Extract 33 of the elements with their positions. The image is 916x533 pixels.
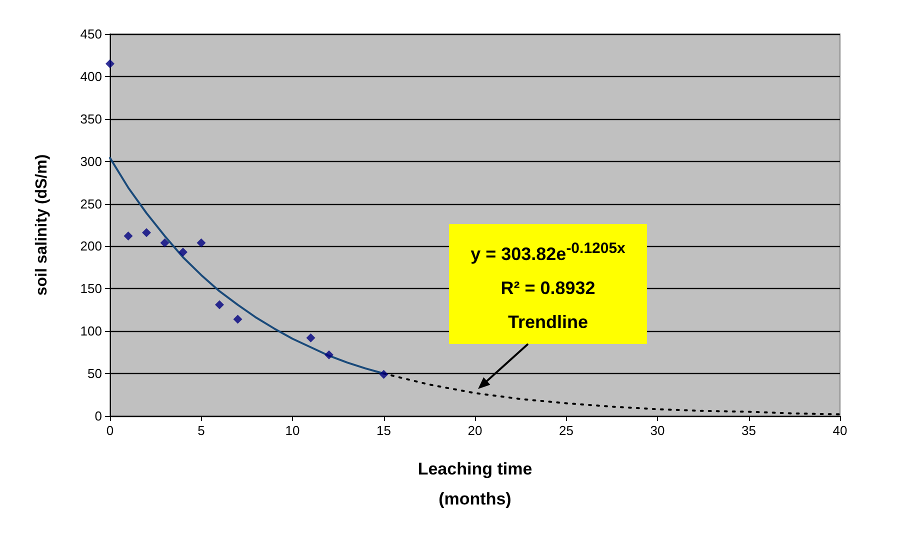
y-tick-label: 50: [88, 366, 102, 382]
x-axis-title: Leaching time (months): [418, 460, 532, 508]
y-tick-label: 350: [80, 111, 102, 126]
x-tick-label: 0: [106, 423, 114, 438]
x-tick-label: 30: [650, 423, 665, 438]
point: [124, 232, 133, 241]
y-tick-label: 100: [80, 324, 102, 339]
x-tick-label: 35: [742, 423, 756, 438]
y-tick-label: 450: [80, 26, 102, 42]
point: [233, 314, 242, 324]
y-tick-label: 200: [80, 238, 102, 254]
point: [196, 238, 206, 248]
point: [215, 300, 224, 310]
text: y = 303.82e$^{-0.1205x}$ R² = 0.8932 Trendline: [470, 240, 626, 332]
x-tick-label: 10: [285, 423, 300, 438]
x-tick-label: 20: [468, 423, 482, 438]
point: [160, 238, 170, 248]
point: [178, 248, 188, 257]
x-tick-label: 40: [832, 423, 848, 438]
point: [106, 59, 114, 68]
point: [142, 228, 151, 238]
x-tick-label: 25: [559, 423, 574, 438]
y-tick-label: 0: [94, 408, 102, 424]
x-tick-label: 5: [198, 423, 205, 438]
y-tick-label: 400: [80, 68, 102, 84]
point: [324, 350, 334, 360]
y-tick-label: 150: [80, 281, 102, 296]
y-tick-label: 250: [80, 196, 102, 212]
x-tick-label: 15: [376, 423, 391, 438]
y-tick-label: 300: [80, 154, 102, 169]
point: [379, 370, 388, 379]
y-axis-title: soil salinity (dS/m): [34, 154, 50, 296]
point: [306, 333, 316, 342]
